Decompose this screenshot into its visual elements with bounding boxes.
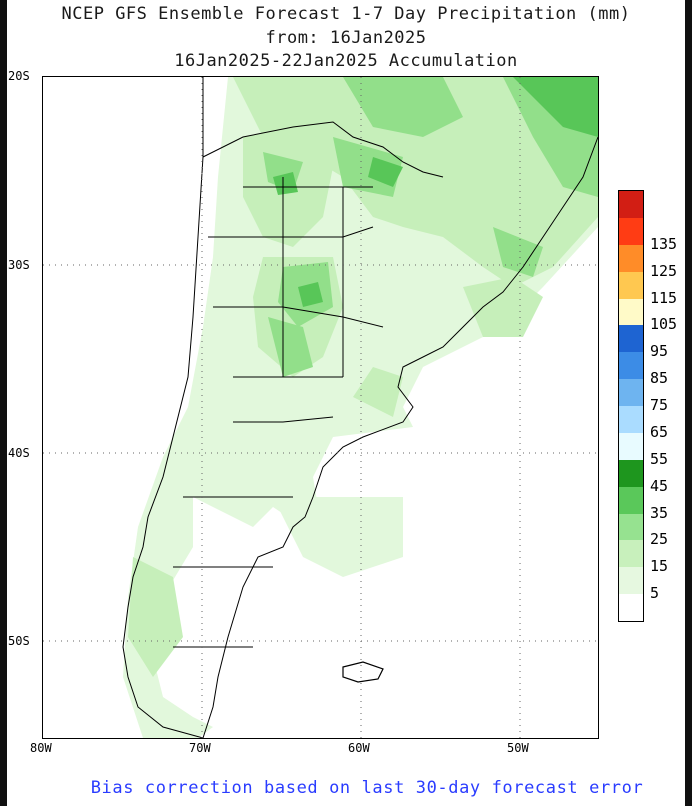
title-line-3: 16Jan2025-22Jan2025 Accumulation [174, 51, 518, 71]
lat-label-50s: 50S [8, 634, 30, 648]
colorbar-level-label: 65 [650, 422, 669, 441]
colorbar-cell [619, 298, 643, 326]
colorbar-cell [619, 244, 643, 272]
colorbar-level-label: 25 [650, 530, 669, 549]
colorbar-level-label: 5 [650, 584, 660, 603]
colorbar-cell [619, 540, 643, 568]
lat-label-40s: 40S [8, 446, 30, 460]
precip-fill-35 [273, 77, 598, 307]
lon-label-80w: 80W [30, 741, 52, 755]
colorbar-cell [619, 486, 643, 514]
lat-label-30s: 30S [8, 258, 30, 272]
colorbar-cell [619, 513, 643, 541]
colorbar-cell [619, 379, 643, 406]
colorbar-level-label: 45 [650, 476, 669, 495]
colorbar-cell [619, 325, 643, 353]
colorbar [618, 190, 644, 622]
colorbar-level-label: 55 [650, 449, 669, 468]
colorbar-level-label: 125 [650, 261, 678, 280]
precipitation-map [42, 76, 599, 739]
colorbar-cell [619, 459, 643, 487]
colorbar-cell [619, 271, 643, 299]
title-line-2: from: 16Jan2025 [265, 28, 427, 48]
colorbar-cell [619, 191, 643, 218]
colorbar-level-label: 75 [650, 396, 669, 414]
map-canvas [43, 77, 598, 738]
colorbar-level-label: 95 [650, 342, 669, 361]
lon-label-50w: 50W [507, 741, 529, 755]
lon-label-70w: 70W [189, 741, 211, 755]
title-line-1: NCEP GFS Ensemble Forecast 1-7 Day Preci… [61, 4, 631, 24]
falkland-islands [342, 661, 384, 683]
colorbar-level-label: 105 [650, 315, 678, 334]
colorbar-cell [619, 594, 643, 621]
colorbar-cell [619, 432, 643, 460]
colorbar-level-label: 135 [650, 234, 678, 253]
colorbar-cell [619, 352, 643, 380]
colorbar-level-label: 15 [650, 557, 669, 576]
coastline-and-borders [122, 77, 598, 738]
grid-lines [43, 77, 598, 738]
colorbar-level-label: 115 [650, 288, 678, 307]
lat-label-20s: 20S [8, 69, 30, 83]
colorbar-cell [619, 406, 643, 433]
colorbar-level-label: 85 [650, 369, 669, 388]
lon-label-60w: 60W [348, 741, 370, 755]
colorbar-level-label: 35 [650, 503, 669, 522]
footer-note: Bias correction based on last 30-day for… [90, 778, 644, 798]
colorbar-cell [619, 217, 643, 245]
colorbar-cell [619, 567, 643, 595]
